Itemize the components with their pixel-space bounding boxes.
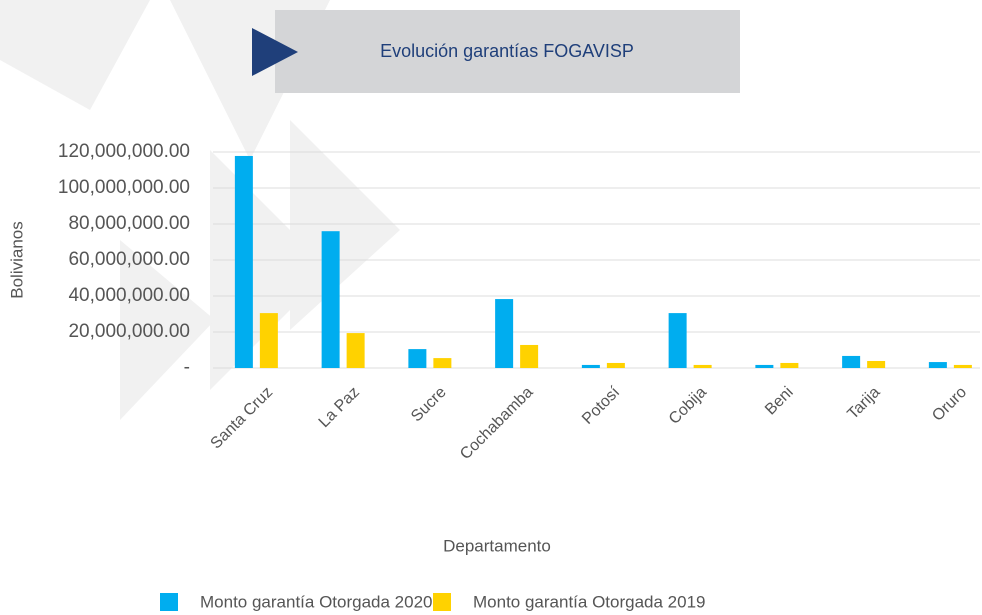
bar bbox=[259, 313, 278, 368]
bar bbox=[520, 344, 539, 368]
legend-label: Monto garantía Otorgada 2019 bbox=[473, 592, 706, 611]
x-tick-label: Cobija bbox=[666, 384, 710, 428]
bar bbox=[693, 364, 712, 368]
bar bbox=[321, 231, 340, 368]
title-box bbox=[275, 10, 740, 93]
legend-swatch bbox=[433, 593, 451, 611]
bar bbox=[953, 364, 972, 368]
y-tick-label: 20,000,000.00 bbox=[68, 321, 190, 342]
x-tick-label: Beni bbox=[762, 384, 797, 419]
bar bbox=[867, 360, 886, 368]
y-tick-label: 40,000,000.00 bbox=[68, 285, 190, 306]
x-tick-label: Santa Cruz bbox=[208, 384, 277, 453]
y-axis-label: Bolivianos bbox=[7, 221, 26, 299]
bar bbox=[928, 362, 947, 368]
y-tick-label: 120,000,000.00 bbox=[58, 141, 190, 162]
x-tick-label: Potosí bbox=[579, 383, 623, 427]
bar bbox=[408, 349, 427, 368]
legend-label: Monto garantía Otorgada 2020 bbox=[200, 592, 433, 611]
x-axis-label: Departamento bbox=[443, 536, 551, 555]
bar bbox=[755, 364, 774, 368]
y-tick-label: 100,000,000.00 bbox=[58, 177, 190, 198]
bar bbox=[234, 155, 253, 368]
x-tick-label: La Paz bbox=[316, 384, 363, 431]
bar bbox=[346, 333, 365, 368]
legend-swatch bbox=[160, 593, 178, 611]
bar bbox=[495, 299, 514, 368]
bar bbox=[842, 355, 861, 368]
bar bbox=[780, 362, 799, 368]
y-tick-label: - bbox=[184, 357, 190, 378]
x-tick-label: Cochabamba bbox=[457, 384, 536, 463]
y-tick-label: 80,000,000.00 bbox=[68, 213, 190, 234]
bar bbox=[433, 358, 452, 368]
bar bbox=[668, 313, 687, 368]
title-arrow bbox=[252, 28, 298, 76]
bar bbox=[606, 362, 625, 368]
x-tick-label: Tarija bbox=[844, 384, 883, 423]
x-tick-label: Oruro bbox=[929, 384, 970, 425]
y-tick-label: 60,000,000.00 bbox=[68, 249, 190, 270]
x-tick-label: Sucre bbox=[408, 384, 450, 426]
bar bbox=[581, 364, 600, 368]
chart-title: Evolución garantías FOGAVISP bbox=[380, 41, 634, 61]
